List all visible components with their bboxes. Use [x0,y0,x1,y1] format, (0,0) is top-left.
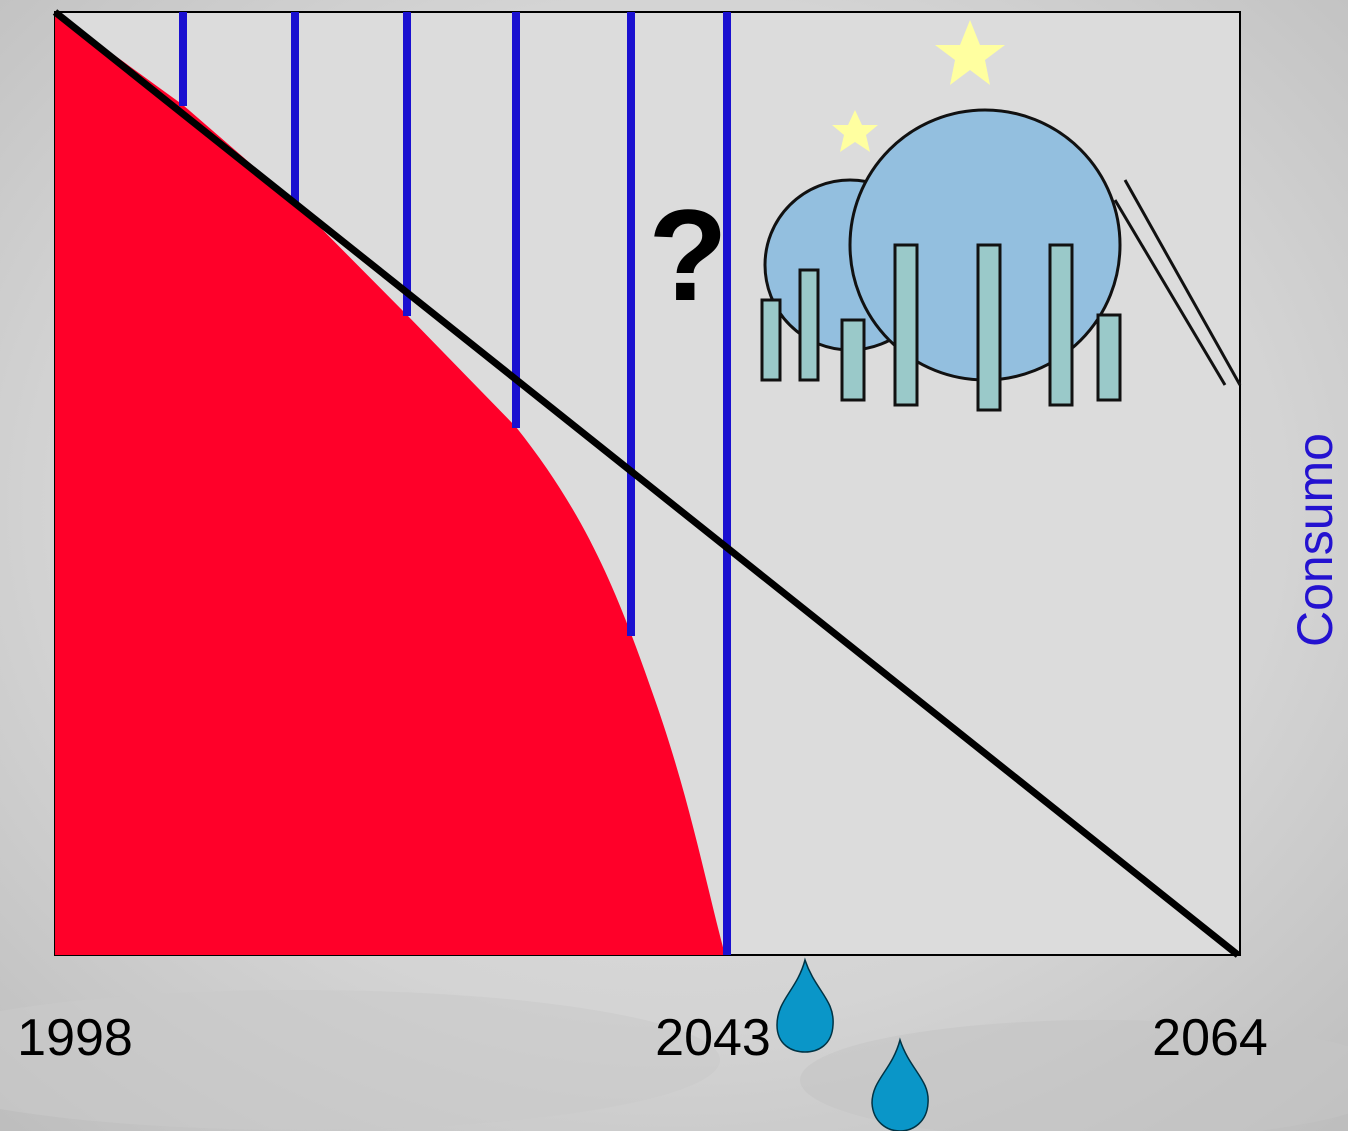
x-label: 2064 [1152,1009,1268,1067]
consumption-lines [179,12,731,955]
side-label: Consumo [1287,433,1343,647]
cloud [0,990,720,1130]
x-label: 2043 [655,1009,771,1067]
drop [871,1037,929,1131]
drop [776,957,834,1053]
x-label: 1998 [17,1009,133,1067]
reserve-area [55,12,725,955]
trend-line [52,9,1241,958]
question-mark: ? [648,182,727,328]
gas-tanks [760,20,1242,412]
cloud [800,1020,1348,1131]
